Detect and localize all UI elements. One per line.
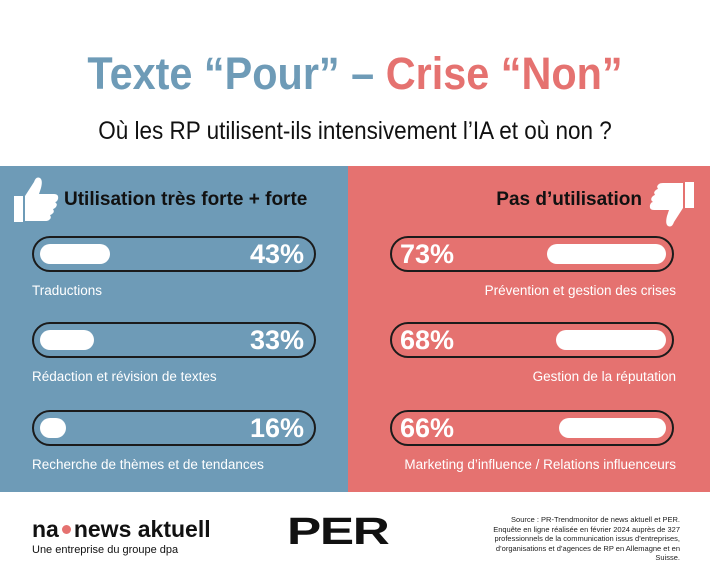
bar-value-label: 73%	[400, 239, 455, 269]
bar-category-label: Marketing d’influence / Relations influe…	[404, 457, 676, 472]
bar-category-label: Prévention et gestion des crises	[484, 283, 676, 298]
bar-fill	[40, 418, 66, 438]
page-title: Texte “Pour” – Crise “Non”	[28, 46, 681, 102]
news-aktuell-tagline: Une entreprise du groupe dpa	[32, 544, 179, 556]
bar-fill	[559, 418, 666, 438]
bar-fill	[547, 244, 666, 264]
per-logo: PER	[287, 511, 390, 553]
bar-fill	[40, 330, 94, 350]
panel-title-strong-usage: Utilisation très forte + forte	[64, 189, 308, 210]
panel-no-usage: Pas d’utilisation 73% Prévention et gesti…	[348, 166, 710, 492]
bar-value-label: 16%	[249, 413, 304, 443]
bar-track: 33%	[32, 322, 316, 358]
bar-track: 16%	[32, 410, 316, 446]
news-aktuell-logo: na news aktuell	[32, 516, 211, 543]
bar-category-label: Traductions	[32, 283, 103, 298]
bar-value-label: 33%	[249, 325, 304, 355]
bar-category-label: Rédaction et révision de textes	[32, 369, 217, 384]
bar-category-label: Recherche de thèmes et de tendances	[32, 457, 264, 472]
source-note: Source : PR-Trendmonitor de news aktuell…	[493, 515, 680, 562]
bar-track: 68%	[390, 322, 674, 358]
bar-track: 66%	[390, 410, 674, 446]
bar-category-label: Gestion de la réputation	[532, 369, 676, 384]
bar-value-label: 43%	[249, 239, 304, 269]
bar-value-label: 68%	[400, 325, 455, 355]
title-dash: –	[351, 48, 375, 99]
bar-track: 73%	[390, 236, 674, 272]
title-part-2: Crise “Non”	[385, 48, 623, 99]
thumbs-up-icon	[14, 177, 59, 222]
thumbs-down-icon	[649, 182, 694, 227]
logo-na-left: na	[32, 516, 59, 542]
panel-strong-usage: Utilisation très forte + forte 43% Traduc…	[0, 166, 348, 492]
logo-na-right: news aktuell	[73, 516, 211, 542]
page-subtitle: Où les RP utilisent-ils intensivement l’…	[98, 117, 612, 145]
bar-track: 43%	[32, 236, 316, 272]
logo-dot-icon	[61, 525, 71, 534]
bar-fill	[40, 244, 110, 264]
title-part-1: Texte “Pour”	[87, 48, 340, 99]
bar-fill	[556, 330, 666, 350]
bar-value-label: 66%	[400, 413, 455, 443]
panel-title-no-usage: Pas d’utilisation	[496, 189, 642, 210]
